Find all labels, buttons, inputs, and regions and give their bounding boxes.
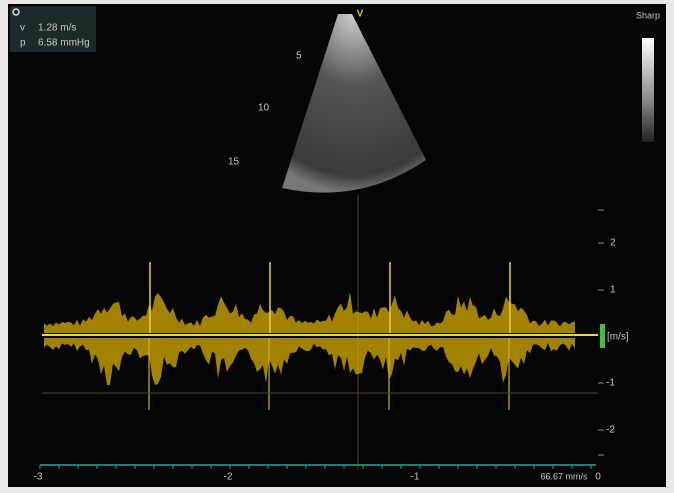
sweep-speed: 66.67 mm/s: [540, 471, 588, 481]
time-tick-label: -3: [34, 472, 43, 483]
velocity-tick-label: 2: [610, 238, 616, 249]
velocity-unit: [m/s]: [607, 332, 629, 343]
preset-label: Sharp: [636, 10, 660, 20]
measure-icon: [12, 8, 20, 16]
depth-label: 10: [258, 103, 270, 114]
baseline-marker: [600, 324, 605, 348]
time-tick-label: -2: [224, 472, 233, 483]
measure-value: 6.58 mmHg: [38, 38, 90, 49]
measure-label: p: [20, 38, 26, 49]
spectrum-forward: [44, 292, 575, 333]
measure-value: 1.28 m/s: [38, 23, 76, 34]
grayscale-bar: [642, 38, 654, 142]
doppler-spectrum: [44, 262, 575, 410]
depth-label: 5: [296, 51, 302, 62]
measurement-box: [10, 6, 96, 52]
probe-marker: V: [357, 9, 364, 20]
spectrum-reverse: [44, 338, 575, 386]
time-tick-label: 0: [595, 472, 601, 483]
b-mode-sector: [282, 14, 426, 193]
time-tick-label: -1: [411, 472, 420, 483]
depth-label: 15: [228, 157, 240, 168]
velocity-tick-label: -2: [606, 425, 615, 436]
velocity-tick-label: -1: [606, 378, 615, 389]
velocity-tick-label: 1: [610, 285, 616, 296]
measure-label: v: [20, 23, 25, 34]
